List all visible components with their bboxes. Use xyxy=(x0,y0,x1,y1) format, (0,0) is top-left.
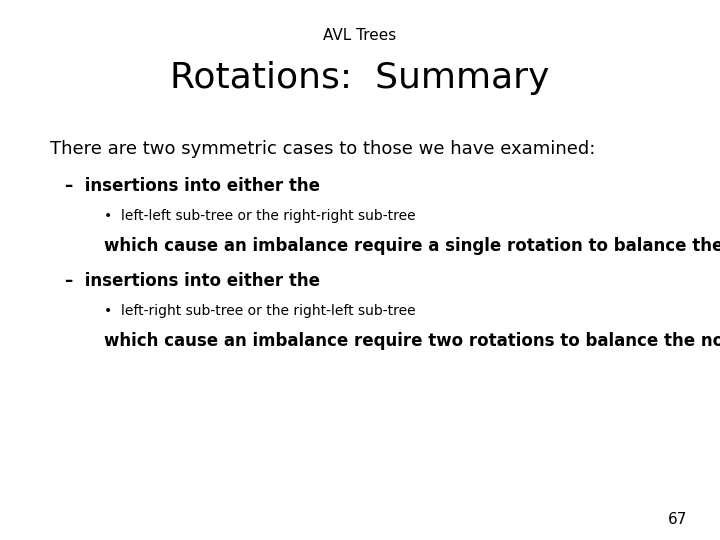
Text: –  insertions into either the: – insertions into either the xyxy=(65,177,320,195)
Text: There are two symmetric cases to those we have examined:: There are two symmetric cases to those w… xyxy=(50,139,595,158)
Text: which cause an imbalance require a single rotation to balance the node: which cause an imbalance require a singl… xyxy=(104,237,720,255)
Text: •  left-left sub-tree or the right-right sub-tree: • left-left sub-tree or the right-right … xyxy=(104,209,416,223)
Text: •  left-right sub-tree or the right-left sub-tree: • left-right sub-tree or the right-left … xyxy=(104,303,416,318)
Text: which cause an imbalance require two rotations to balance the node: which cause an imbalance require two rot… xyxy=(104,332,720,350)
Text: –  insertions into either the: – insertions into either the xyxy=(65,272,320,290)
Text: AVL Trees: AVL Trees xyxy=(323,28,397,43)
Text: 67: 67 xyxy=(668,511,688,526)
Text: Rotations:  Summary: Rotations: Summary xyxy=(171,62,549,95)
